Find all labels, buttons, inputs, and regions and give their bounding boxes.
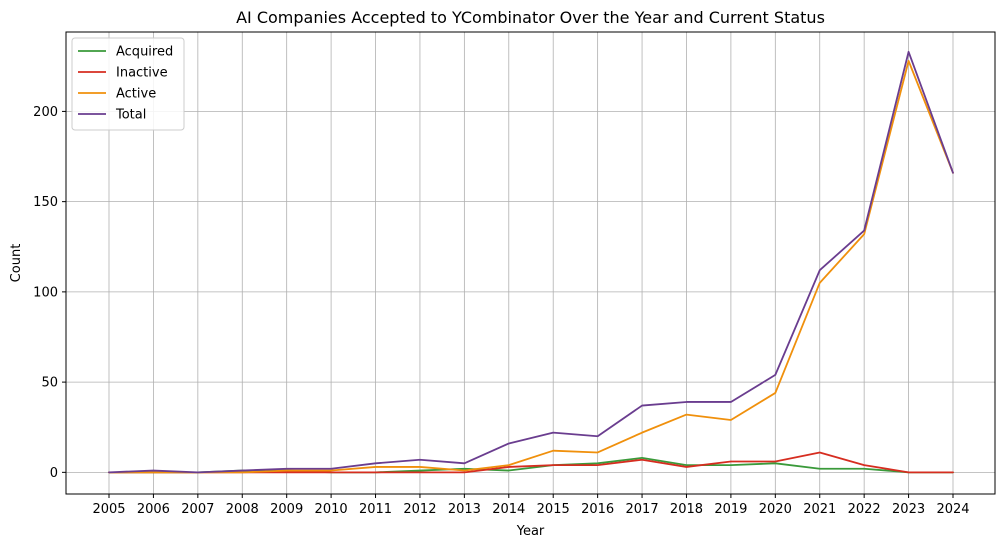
x-tick-label: 2008 [226,502,259,517]
x-tick-label: 2014 [492,502,525,517]
x-tick-label: 2005 [92,502,125,517]
y-axis-title: Count [9,244,24,283]
x-tick-label: 2019 [714,502,747,517]
x-tick-label: 2021 [803,502,836,517]
series-lines [108,50,954,474]
x-axis-ticks: 2005 2006 2007 2008 2009 2010 2011 2012 2013 2014… [92,494,970,517]
legend-label-active: Active [116,87,156,102]
legend-label-inactive: Inactive [116,66,168,81]
y-tick-label: 50 [41,376,58,391]
x-tick-label: 2006 [137,502,170,517]
x-tick-label: 2015 [537,502,570,517]
series-line-active [108,59,954,474]
x-tick-label: 2018 [670,502,703,517]
y-tick-label: 200 [33,105,58,120]
grid-lines [66,32,995,494]
x-tick-label: 2007 [181,502,214,517]
x-tick-label: 2016 [581,502,614,517]
x-tick-label: 2024 [936,502,969,517]
plot-frame [65,31,996,495]
x-tick-label: 2009 [270,502,303,517]
legend-box [71,37,185,131]
legend-label-total: Total [115,108,146,123]
legend-label-acquired: Acquired [116,45,173,60]
legend: Acquired Inactive Active Total [71,37,185,131]
y-axis-ticks: 0 50 100 150 200 [33,105,66,481]
y-tick-label: 0 [50,466,58,481]
x-tick-label: 2023 [892,502,925,517]
x-tick-label: 2012 [403,502,436,517]
x-axis-title: Year [516,524,545,539]
x-tick-label: 2020 [759,502,792,517]
x-tick-label: 2010 [315,502,348,517]
y-tick-label: 150 [33,195,58,210]
y-tick-label: 100 [33,285,58,300]
chart-title: AI Companies Accepted to YCombinator Ove… [236,8,825,27]
x-tick-label: 2017 [626,502,659,517]
x-tick-label: 2011 [359,502,392,517]
x-tick-label: 2022 [848,502,881,517]
series-line-total [108,50,954,474]
x-tick-label: 2013 [448,502,481,517]
